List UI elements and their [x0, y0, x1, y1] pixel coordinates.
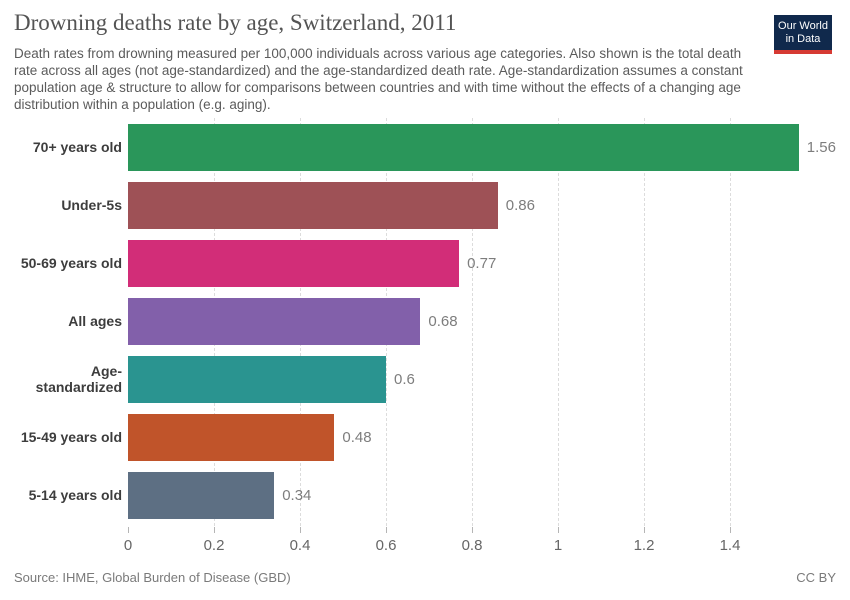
category-label: Under-5s	[61, 197, 122, 213]
axis-tick-label: 0	[123, 537, 133, 554]
bar-value-label: 0.86	[505, 196, 535, 214]
bar[interactable]	[128, 413, 335, 461]
axis-tick	[300, 527, 301, 533]
bar[interactable]	[128, 181, 498, 229]
axis-tick-label: 0.8	[461, 537, 483, 554]
axis-tick	[558, 527, 559, 533]
gridline	[644, 118, 645, 526]
source-note: Source: IHME, Global Burden of Disease (…	[14, 570, 291, 585]
category-label: 15-49 years old	[20, 429, 122, 445]
license-link[interactable]: CC BY	[796, 570, 836, 585]
bar-row: All ages 0.68	[14, 292, 850, 350]
axis-tick-label: 1.2	[633, 537, 655, 554]
bar-value-label: 0.48	[342, 428, 372, 446]
category-label: 50-69 years old	[20, 255, 122, 271]
bar-row: 15-49 years old 0.48	[14, 408, 850, 466]
axis-tick	[386, 527, 387, 533]
category-label: Age-standardized	[35, 363, 122, 395]
x-axis: 0 0.2 0.4 0.6 0.8 1 1.2 1.4	[124, 527, 816, 572]
category-label: 70+ years old	[32, 139, 122, 155]
category-label: 5-14 years old	[28, 487, 122, 503]
axis-tick	[472, 527, 473, 533]
owid-logo[interactable]: Our World in Data	[774, 15, 832, 54]
axis-tick-label: 1.4	[719, 537, 741, 554]
axis-tick-label: 0.2	[203, 537, 225, 554]
bar-value-label: 0.6	[394, 370, 415, 388]
owid-logo-line2: in Data	[785, 33, 821, 45]
bar[interactable]	[128, 123, 799, 171]
gridline	[558, 118, 559, 526]
bar-row: Under-5s 0.86	[14, 176, 850, 234]
chart-title: Drowning deaths rate by age, Switzerland…	[14, 10, 457, 35]
chart-subtitle: Death rates from drowning measured per 1…	[14, 46, 743, 112]
bar-value-label: 0.77	[467, 254, 497, 272]
axis-tick	[128, 527, 129, 533]
bar-value-label: 1.56	[806, 138, 836, 156]
axis-tick-label: 0.4	[289, 537, 311, 554]
gridline	[472, 118, 473, 526]
bar-value-label: 0.68	[428, 312, 458, 330]
gridline	[730, 118, 731, 526]
chart-footer: Source: IHME, Global Burden of Disease (…	[14, 570, 836, 585]
bar[interactable]	[128, 297, 421, 345]
axis-tick	[214, 527, 215, 533]
bar[interactable]	[128, 355, 386, 403]
axis-tick-label: 1	[553, 537, 563, 554]
bar-row: 5-14 years old 0.34	[14, 466, 850, 524]
bar-row: 70+ years old 1.56	[14, 118, 850, 176]
bar-value-label: 0.34	[282, 486, 312, 504]
chart-rows: 70+ years old 1.56 Under-5s 0.86 50-69 years…	[14, 118, 850, 524]
bar-row: 50-69 years old 0.77	[14, 234, 850, 292]
bar[interactable]	[128, 239, 460, 287]
axis-tick	[644, 527, 645, 533]
bar-row: Age-standardized 0.6	[14, 350, 850, 408]
axis-tick-label: 0.6	[375, 537, 397, 554]
axis-tick	[730, 527, 731, 533]
category-label: All ages	[68, 313, 122, 329]
owid-logo-line1: Our World	[778, 20, 828, 32]
bar[interactable]	[128, 471, 275, 519]
